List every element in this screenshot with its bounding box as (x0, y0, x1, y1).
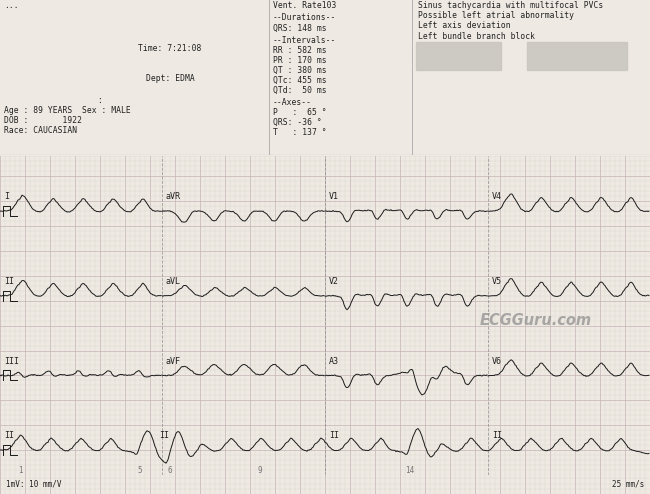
Text: 1mV: 10 mm/V: 1mV: 10 mm/V (6, 480, 62, 489)
Text: QTc: 455 ms: QTc: 455 ms (273, 76, 326, 84)
Text: Left bundle branch block: Left bundle branch block (418, 32, 535, 41)
Text: QT : 380 ms: QT : 380 ms (273, 66, 326, 75)
Text: Age : 89 YEARS  Sex : MALE: Age : 89 YEARS Sex : MALE (4, 106, 131, 115)
Text: A3: A3 (329, 357, 339, 366)
Text: ...: ... (4, 1, 19, 10)
Text: T   : 137 °: T : 137 ° (273, 128, 326, 137)
Text: Vent. Rate103: Vent. Rate103 (273, 1, 337, 10)
Text: Dept: EDMA: Dept: EDMA (146, 74, 194, 82)
Text: V2: V2 (329, 277, 339, 286)
Text: PR : 170 ms: PR : 170 ms (273, 56, 326, 65)
Text: 6: 6 (168, 466, 172, 475)
Text: 25 mm/s: 25 mm/s (612, 480, 644, 489)
Text: V1: V1 (329, 192, 339, 201)
Text: DOB :       1922: DOB : 1922 (4, 116, 82, 125)
Text: V6: V6 (492, 357, 502, 366)
Text: II: II (329, 431, 339, 440)
Text: :: : (98, 96, 103, 105)
Text: 5: 5 (138, 466, 142, 475)
Text: III: III (4, 357, 19, 366)
Text: 1: 1 (18, 466, 22, 475)
Text: Left axis deviation: Left axis deviation (418, 21, 511, 31)
Text: aVF: aVF (166, 357, 181, 366)
Bar (416, 41, 501, 70)
Text: --Axes--: --Axes-- (273, 98, 312, 107)
Text: 14: 14 (406, 466, 415, 475)
Text: QTd:  50 ms: QTd: 50 ms (273, 86, 326, 95)
Text: RR : 582 ms: RR : 582 ms (273, 45, 326, 54)
Text: QRS: -36 °: QRS: -36 ° (273, 118, 322, 127)
Text: aVR: aVR (166, 192, 181, 201)
Text: II: II (159, 431, 169, 440)
Text: --Durations--: --Durations-- (273, 13, 337, 22)
Text: V5: V5 (492, 277, 502, 286)
Text: Time: 7:21:08: Time: 7:21:08 (138, 43, 202, 52)
Text: --Intervals--: --Intervals-- (273, 36, 337, 44)
Text: Possible left atrial abnormality: Possible left atrial abnormality (418, 11, 574, 20)
Text: I: I (4, 192, 9, 201)
Text: V4: V4 (492, 192, 502, 201)
Text: QRS: 148 ms: QRS: 148 ms (273, 24, 326, 33)
Text: II: II (4, 431, 14, 440)
Text: Sinus tachycardia with multifocal PVCs: Sinus tachycardia with multifocal PVCs (418, 1, 603, 10)
Bar (527, 41, 627, 70)
Text: II: II (492, 431, 502, 440)
Text: 9: 9 (257, 466, 263, 475)
Text: II: II (4, 277, 14, 286)
Text: Race: CAUCASIAN: Race: CAUCASIAN (4, 126, 77, 135)
Text: ECGGuru.com: ECGGuru.com (480, 313, 592, 328)
Text: P   :  65 °: P : 65 ° (273, 108, 326, 117)
Text: aVL: aVL (166, 277, 181, 286)
